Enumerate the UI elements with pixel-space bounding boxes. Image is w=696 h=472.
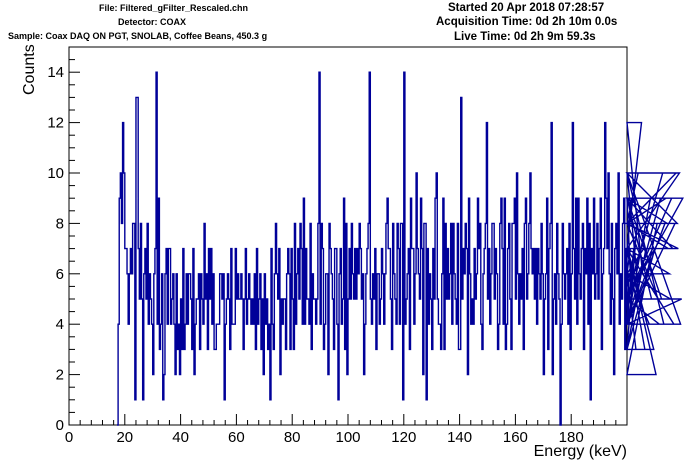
x-tick-label: 140 — [447, 429, 472, 446]
y-tick-label: 14 — [47, 64, 64, 81]
y-tick-label: 10 — [47, 165, 64, 182]
x-tick-label: 180 — [559, 429, 584, 446]
x-axis-title: Energy (keV) — [534, 443, 627, 460]
x-tick-label: 80 — [284, 429, 301, 446]
x-tick-label: 40 — [172, 429, 189, 446]
live-time-label: Live Time: 0d 2h 9m 59.3s — [454, 31, 596, 43]
y-tick-label: 2 — [56, 367, 64, 384]
y-tick-label: 12 — [47, 115, 64, 132]
axis-ticks: 0 20 40 60 80 100 120 140 160 180 0 2 4 6 8 10 12 14 — [47, 46, 628, 446]
x-tick-label: 60 — [228, 429, 245, 446]
y-tick-label: 6 — [56, 266, 64, 283]
detector-label: Detector: COAX — [118, 17, 187, 27]
start-time-label: Started 20 Apr 2018 07:28:57 — [448, 2, 605, 14]
x-tick-label: 120 — [391, 429, 416, 446]
x-tick-label: 100 — [335, 429, 360, 446]
file-label: File: Filtered_gFilter_Rescaled.chn — [99, 3, 249, 13]
y-tick-label: 8 — [56, 215, 64, 232]
y-axis-title: Counts — [21, 44, 38, 95]
x-tick-label: 20 — [116, 429, 133, 446]
acquisition-time-label: Acquisition Time: 0d 2h 10m 0.0s — [436, 16, 618, 28]
x-tick-label: 0 — [65, 429, 73, 446]
sample-label: Sample: Coax DAQ ON PGT, SNOLAB, Coffee … — [8, 31, 268, 41]
histogram-line — [116, 71, 684, 426]
x-tick-label: 160 — [503, 429, 528, 446]
y-tick-label: 0 — [56, 417, 64, 434]
y-tick-label: 4 — [56, 316, 64, 333]
